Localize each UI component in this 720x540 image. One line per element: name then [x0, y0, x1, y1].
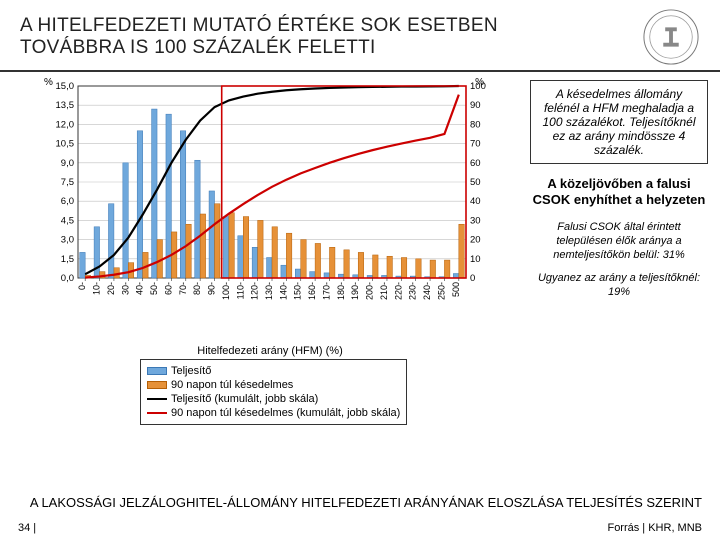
- source: Forrás | KHR, MNB: [607, 522, 702, 534]
- svg-text:13,5: 13,5: [56, 100, 75, 111]
- svg-text:150-: 150-: [293, 282, 303, 300]
- svg-text:3,0: 3,0: [61, 235, 74, 246]
- legend-swatch: [147, 381, 167, 389]
- callout: A közeljövőben a falusi CSOK enyhíthet a…: [530, 176, 708, 207]
- main: 0,0 1,5 3,0 4,5 6,0 7,5 9,0 10,5 12,0 13,5 15,0 0 10…: [0, 72, 720, 408]
- svg-text:220-: 220-: [393, 282, 403, 300]
- svg-text:500: 500: [451, 282, 461, 297]
- svg-text:6,0: 6,0: [61, 196, 74, 207]
- legend-item: Teljesítő (kumulált, jobb skála): [147, 392, 400, 406]
- svg-text:9,0: 9,0: [61, 158, 74, 169]
- svg-text:80-: 80-: [192, 282, 202, 295]
- legend-item: Teljesítő: [147, 364, 400, 378]
- side-column: A késedelmes állomány felénél a HFM megh…: [520, 78, 708, 408]
- chart-column: 0,0 1,5 3,0 4,5 6,0 7,5 9,0 10,5 12,0 13,5 15,0 0 10…: [20, 78, 520, 408]
- svg-text:80: 80: [470, 119, 481, 130]
- svg-text:%: %: [44, 78, 53, 88]
- title-line-1: A HITELFEDEZETI MUTATÓ ÉRTÉKE SOK ESETBE…: [20, 15, 642, 37]
- svg-text:230-: 230-: [408, 282, 418, 300]
- legend-swatch: [147, 398, 167, 400]
- title-block: A HITELFEDEZETI MUTATÓ ÉRTÉKE SOK ESETBE…: [20, 15, 642, 59]
- svg-text:7,5: 7,5: [61, 177, 74, 188]
- svg-text:10,5: 10,5: [56, 139, 75, 150]
- svg-text:12,0: 12,0: [56, 119, 75, 130]
- note-box: A késedelmes állomány felénél a HFM megh…: [530, 80, 708, 164]
- legend-label: 90 napon túl késedelmes (kumulált, jobb …: [171, 407, 400, 419]
- subnote-1: Falusi CSOK által érintett településen é…: [530, 221, 708, 262]
- svg-text:60-: 60-: [163, 282, 173, 295]
- svg-text:50: 50: [470, 177, 481, 188]
- svg-text:140-: 140-: [278, 282, 288, 300]
- svg-text:0,0: 0,0: [61, 273, 74, 284]
- svg-text:15,0: 15,0: [56, 81, 75, 92]
- x-axis-title: Hitelfedezeti arány (HFM) (%): [20, 345, 520, 357]
- svg-text:40-: 40-: [135, 282, 145, 295]
- svg-text:%: %: [475, 78, 484, 88]
- svg-text:10: 10: [470, 254, 481, 265]
- svg-text:90-: 90-: [207, 282, 217, 295]
- legend-item: 90 napon túl késedelmes (kumulált, jobb …: [147, 406, 400, 420]
- subnote-2: Ugyanez az arány a teljesítőknél: 19%: [530, 272, 708, 300]
- svg-text:0: 0: [470, 273, 475, 284]
- svg-text:90: 90: [470, 100, 481, 111]
- svg-text:200-: 200-: [365, 282, 375, 300]
- svg-text:210-: 210-: [379, 282, 389, 300]
- header: A HITELFEDEZETI MUTATÓ ÉRTÉKE SOK ESETBE…: [0, 0, 720, 72]
- svg-text:70: 70: [470, 139, 481, 150]
- svg-text:180-: 180-: [336, 282, 346, 300]
- svg-text:250-: 250-: [436, 282, 446, 300]
- legend-label: Teljesítő: [171, 365, 211, 377]
- mnb-logo: [642, 8, 700, 66]
- svg-text:30: 30: [470, 215, 481, 226]
- title-line-2: TOVÁBBRA IS 100 SZÁZALÉK FELETTI: [20, 37, 642, 59]
- legend-swatch: [147, 412, 167, 414]
- legend: Teljesítő 90 napon túl késedelmes Teljesít…: [140, 359, 407, 425]
- svg-text:40: 40: [470, 196, 481, 207]
- svg-text:1,5: 1,5: [61, 254, 74, 265]
- svg-text:20-: 20-: [106, 282, 116, 295]
- svg-text:70-: 70-: [178, 282, 188, 295]
- svg-text:50-: 50-: [149, 282, 159, 295]
- svg-text:10-: 10-: [92, 282, 102, 295]
- footer: 34 | Forrás | KHR, MNB: [0, 522, 720, 534]
- svg-text:120-: 120-: [250, 282, 260, 300]
- svg-text:110-: 110-: [235, 282, 245, 299]
- legend-item: 90 napon túl késedelmes: [147, 378, 400, 392]
- svg-text:30-: 30-: [120, 282, 130, 295]
- legend-label: 90 napon túl késedelmes: [171, 379, 293, 391]
- combo-chart: 0,0 1,5 3,0 4,5 6,0 7,5 9,0 10,5 12,0 13,5 15,0 0 10…: [20, 78, 520, 338]
- svg-text:0-: 0-: [77, 282, 87, 290]
- legend-label: Teljesítő (kumulált, jobb skála): [171, 393, 318, 405]
- svg-text:160-: 160-: [307, 282, 317, 300]
- bottom-title: A LAKOSSÁGI JELZÁLOGHITEL-ÁLLOMÁNY HITEL…: [0, 495, 720, 510]
- legend-swatch: [147, 367, 167, 375]
- svg-text:190-: 190-: [350, 282, 360, 300]
- svg-text:170-: 170-: [321, 282, 331, 300]
- chart-wrap: 0,0 1,5 3,0 4,5 6,0 7,5 9,0 10,5 12,0 13,5 15,0 0 10…: [20, 78, 520, 408]
- svg-text:20: 20: [470, 235, 481, 246]
- svg-text:100-: 100-: [221, 282, 231, 300]
- page-number: 34 |: [18, 522, 36, 534]
- svg-text:4,5: 4,5: [61, 215, 74, 226]
- svg-text:130-: 130-: [264, 282, 274, 300]
- svg-text:240-: 240-: [422, 282, 432, 300]
- svg-text:60: 60: [470, 158, 481, 169]
